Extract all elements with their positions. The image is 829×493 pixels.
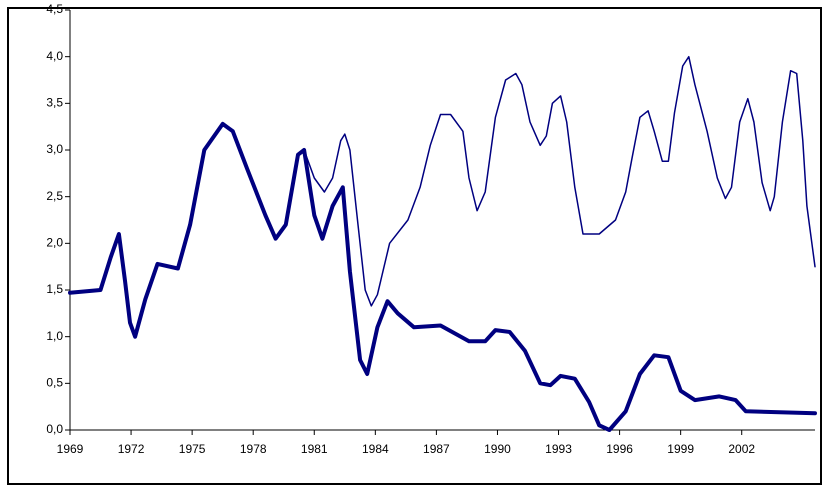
line-series	[68, 121, 817, 432]
y-tick-label: 0,5	[46, 376, 63, 390]
chart-border	[7, 7, 822, 485]
y-tick-label: 2,5	[46, 189, 63, 203]
x-tick-label: 1978	[240, 442, 267, 456]
y-tick-label: 4,0	[46, 49, 63, 63]
y-tick-label: 4,5	[46, 2, 63, 16]
y-tick-label: 3,0	[46, 142, 63, 156]
x-tick-label: 1990	[484, 442, 511, 456]
y-tick-label: 1,5	[46, 282, 63, 296]
y-tick-label: 2,0	[46, 236, 63, 250]
x-tick-label: 1981	[301, 442, 328, 456]
x-tick-label: 1999	[667, 442, 694, 456]
x-tick-label: 1984	[362, 442, 389, 456]
x-tick-label: 1972	[118, 442, 145, 456]
x-tick-label: 1987	[423, 442, 450, 456]
x-tick-label: 2002	[728, 442, 755, 456]
x-tick-label: 1993	[545, 442, 572, 456]
x-tick-label: 1996	[606, 442, 633, 456]
x-tick-label: 1975	[179, 442, 206, 456]
y-tick-label: 0,0	[46, 422, 63, 436]
x-tick-label: 1969	[57, 442, 84, 456]
y-tick-label: 1,0	[46, 329, 63, 343]
y-tick-label: 3,5	[46, 96, 63, 110]
